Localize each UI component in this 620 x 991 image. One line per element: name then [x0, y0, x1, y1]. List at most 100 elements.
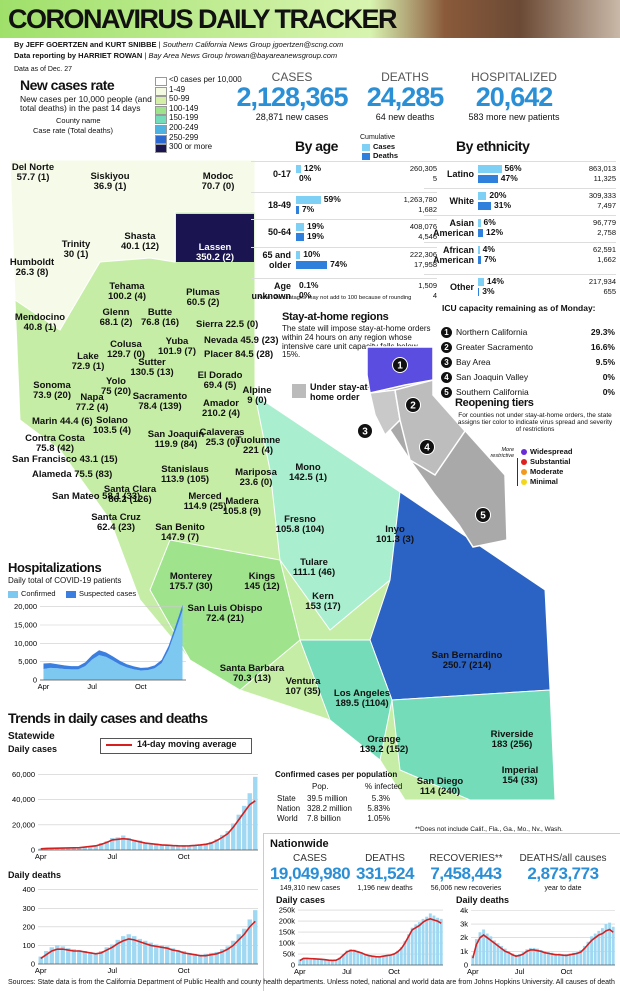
y-tick-label: 250k — [279, 906, 296, 915]
county-name: San Benito — [155, 522, 205, 533]
count: 2,758 — [597, 228, 616, 237]
key-rate: Case rate (Total deaths) — [33, 126, 114, 135]
county-rate: 72.4 (21) — [205, 613, 245, 624]
county-rate: 142.5 (1) — [288, 472, 328, 483]
y-tick-label: 0 — [31, 846, 35, 855]
bar-label: 0% — [299, 290, 312, 300]
table-cell: 5.3% — [371, 794, 390, 803]
section-title: By age — [295, 138, 338, 154]
county-name: Ventura — [285, 676, 321, 687]
bar — [148, 843, 153, 850]
county-label: Merced 114.9 (25) — [155, 492, 255, 512]
county-rate: 77.2 (4) — [75, 402, 109, 413]
county-rate: 107 (35) — [285, 686, 321, 697]
legend-label: 50-99 — [169, 94, 190, 104]
count: 309,333 — [588, 191, 616, 200]
bar-label: 12% — [486, 227, 504, 237]
county-rate: 114 (240) — [419, 786, 461, 797]
bar — [323, 959, 327, 965]
bar — [600, 928, 604, 965]
region-badge: 4 — [441, 372, 452, 383]
bar — [220, 949, 225, 964]
bar — [478, 219, 481, 227]
bar — [231, 940, 236, 964]
county-rate: 44.4 (6) — [59, 416, 93, 427]
bar — [532, 947, 536, 965]
region-shape — [369, 389, 401, 437]
county-label: Santa Cruz 62.4 (23) — [66, 513, 166, 533]
row-divider — [424, 274, 616, 275]
bar — [126, 934, 131, 964]
county-rate: 76.8 (16) — [140, 317, 180, 328]
legend-label: 100-149 — [169, 103, 199, 113]
count: 408,076 — [409, 222, 437, 231]
county-name: Orange — [367, 734, 401, 745]
y-tick-label: 0 — [31, 960, 35, 969]
count: 62,591 — [593, 245, 616, 254]
bar — [381, 955, 385, 965]
county-rate: 250.7 (214) — [442, 660, 492, 671]
bar — [247, 919, 252, 964]
bar — [170, 845, 175, 850]
legend-swatch — [155, 77, 167, 86]
chart: 0 100 200 300 400 Apr Jul Oct — [22, 885, 258, 975]
bar — [349, 949, 353, 965]
county-label: Lassen 350.2 (2) — [165, 243, 265, 263]
bar — [403, 940, 407, 965]
x-tick-label: Apr — [35, 852, 47, 861]
county-label: Del Norte 57.7 (1) — [0, 163, 83, 183]
bar-label: 14% — [486, 276, 504, 286]
tier-label: Minimal — [530, 477, 558, 486]
y-tick-label: 60,000 — [12, 770, 35, 779]
bar — [165, 844, 170, 850]
county-label: Alameda 75.5 (83) — [32, 469, 112, 480]
header-photo — [370, 0, 620, 38]
stat-label: DEATHS/all causes — [519, 853, 607, 864]
county-name: Calaveras — [199, 427, 245, 438]
county-rate: 60.5 (2) — [186, 297, 220, 308]
chart: 0 5,000 10,000 15,000 20,000 Apr Jul Oct — [14, 602, 186, 691]
table-cell: 1.05% — [367, 814, 390, 823]
table-header: % infected — [365, 782, 403, 791]
bar-label: 12% — [304, 163, 322, 173]
bar — [352, 949, 356, 965]
bar — [110, 944, 115, 964]
county-label: Trinity 30 (1) — [26, 240, 126, 260]
county-label: Glenn 68.1 (2) — [66, 308, 166, 328]
county-name: Colusa — [110, 339, 142, 350]
row-divider — [251, 219, 437, 220]
county-name: Santa Cruz — [91, 512, 141, 523]
bar — [242, 928, 247, 964]
count: 4,546 — [418, 232, 437, 241]
county-name: Sutter — [138, 357, 166, 368]
region-north — [9, 159, 256, 331]
county-label: Kings 145 (12) — [212, 572, 312, 592]
more-restrictive: More restrictive — [490, 447, 514, 460]
count: 1,263,780 — [403, 195, 437, 204]
county-label: Sonoma 73.9 (20) — [2, 381, 102, 401]
bar — [478, 278, 484, 286]
bar — [296, 251, 301, 259]
bar — [143, 842, 148, 850]
county-name: Tuolumne — [235, 435, 281, 446]
section-title: ICU capacity remaining as of Monday: — [442, 303, 596, 313]
county-name: Merced — [188, 491, 222, 502]
county-label: San Joaquin 119.9 (84) — [126, 430, 226, 450]
tier-label: Widespread — [530, 447, 573, 456]
county-label: Santa Clara 86.2 (126) — [80, 485, 180, 505]
table-cell: State — [277, 794, 296, 803]
region-marker — [357, 423, 373, 439]
legend-label: Confirmed — [21, 589, 56, 598]
bar — [604, 924, 608, 965]
nationwide-box — [263, 833, 620, 991]
bar — [296, 233, 304, 241]
row-label: Asian American — [432, 218, 474, 238]
y-tick-label: 50k — [283, 950, 295, 959]
county-name: Yolo — [106, 376, 126, 387]
county-label: Monterey 175.7 (30) — [141, 572, 241, 592]
county-label: Humboldt 26.3 (8) — [0, 258, 82, 278]
bar — [388, 954, 392, 965]
county-rate: 175.7 (30) — [169, 581, 213, 592]
county-name: Siskiyou — [90, 171, 130, 182]
section-title: Nationwide — [270, 838, 329, 850]
